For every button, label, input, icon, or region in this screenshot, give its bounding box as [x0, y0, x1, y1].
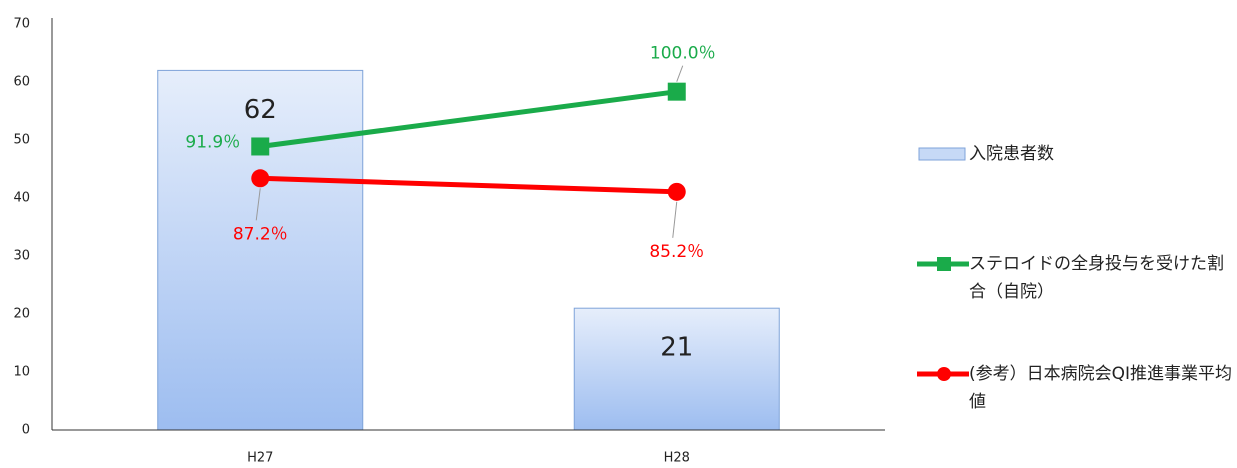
- y-tick-label: 70: [13, 17, 30, 32]
- legend-label: 入院患者数: [969, 144, 1054, 164]
- leader-line: [672, 201, 678, 238]
- legend-label: (参考）日本病院会QI推進事業平均値: [969, 364, 1233, 412]
- y-tick-label: 0: [22, 423, 30, 438]
- x-tick-label: H27: [247, 451, 273, 466]
- y-tick-label: 30: [13, 249, 30, 264]
- legend-entry: (参考）日本病院会QI推進事業平均値: [917, 360, 1237, 416]
- line: [260, 175, 677, 195]
- data-label: 100.0％: [650, 44, 716, 64]
- data-label: 85.2％: [649, 242, 704, 262]
- y-tick-label: 10: [13, 365, 30, 380]
- legend: 入院患者数ステロイドの全身投与を受けた割合（自院） (参考）日本病院会QI推進事業…: [917, 0, 1232, 468]
- leader-line: [676, 65, 684, 82]
- y-tick-label: 60: [13, 75, 30, 90]
- legend-marker: [937, 257, 951, 271]
- x-tick-label: H28: [664, 451, 690, 466]
- y-tick-label: 50: [13, 133, 30, 148]
- legend-entry: ステロイドの全身投与を受けた割合（自院）: [917, 250, 1237, 306]
- marker: [251, 169, 270, 188]
- legend-icon: [917, 367, 969, 381]
- data-label: 91.9％: [185, 132, 240, 152]
- legend-label: ステロイドの全身投与を受けた割合（自院）: [969, 254, 1224, 302]
- bar: [157, 69, 364, 431]
- y-tick-label: 20: [13, 307, 30, 322]
- legend-icon: [917, 257, 969, 271]
- marker: [251, 137, 270, 156]
- legend-entry: 入院患者数: [917, 140, 1237, 168]
- bar: [573, 307, 780, 431]
- legend-swatch: [918, 147, 966, 161]
- legend-marker: [937, 367, 951, 381]
- bar-value-label: 62: [244, 95, 277, 125]
- marker: [667, 182, 686, 201]
- chart: 0 10 20 30 40 50 60 70 H27 H28 62 21 91.9％ 100.0％ 87.2…: [13, 17, 885, 466]
- y-tick-label: 40: [13, 191, 30, 206]
- leader-line: [255, 188, 261, 221]
- bar-value-label: 21: [660, 333, 693, 363]
- legend-icon: [918, 147, 966, 161]
- marker: [667, 82, 686, 101]
- data-label: 87.2％: [233, 224, 288, 244]
- line: [259, 89, 678, 149]
